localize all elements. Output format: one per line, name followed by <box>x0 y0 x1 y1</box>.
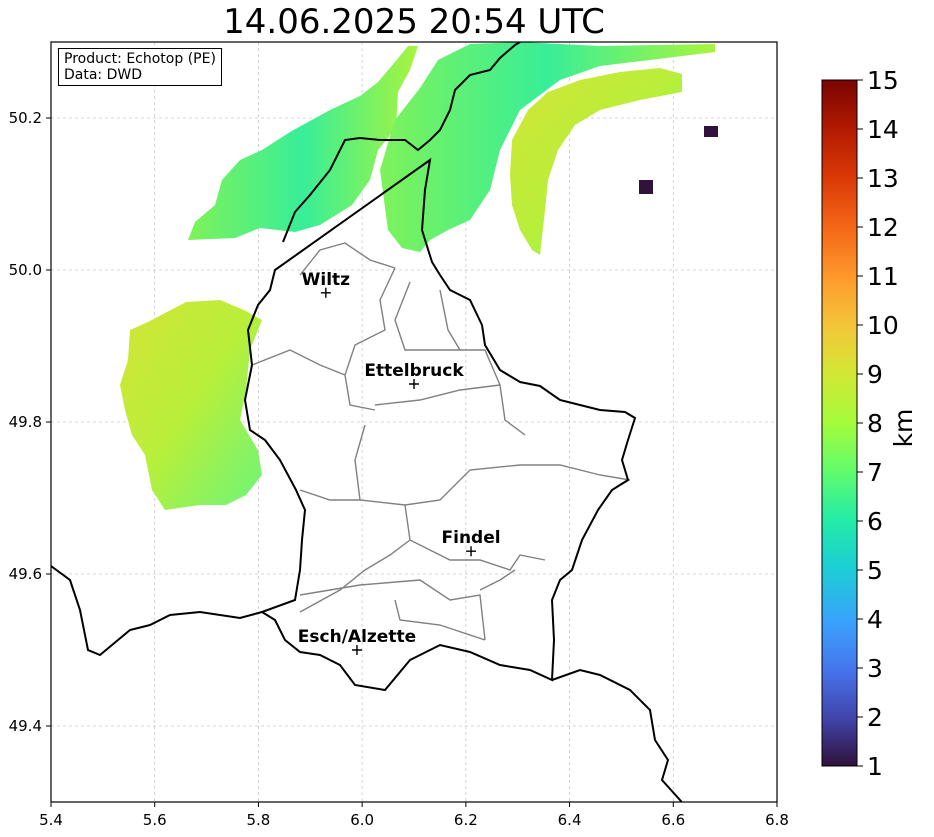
national-borders <box>51 42 683 802</box>
colorbar-tick-label: 3 <box>867 654 883 683</box>
colorbar-label: km <box>889 409 918 448</box>
border-south-west <box>51 565 263 657</box>
city-label: Findel <box>442 528 501 548</box>
info-box: Product: Echotop (PE) Data: DWD <box>58 48 222 86</box>
y-axis-ticks: 49.4 49.6 49.8 50.0 50.2 <box>9 109 51 735</box>
colorbar-tick-label: 15 <box>867 66 899 95</box>
x-tick-label: 5.8 <box>246 811 270 829</box>
x-tick-label: 6.2 <box>454 811 478 829</box>
city-label: Wiltz <box>302 270 351 290</box>
x-tick-label: 6.4 <box>558 811 582 829</box>
city-label: Esch/Alzette <box>298 627 416 647</box>
colorbar-tick-label: 13 <box>867 164 899 193</box>
colorbar-tick-label: 12 <box>867 213 899 242</box>
x-axis-ticks: 5.4 5.6 5.8 6.0 6.2 6.4 6.6 6.8 <box>39 802 789 829</box>
colorbar-tick-label: 11 <box>867 262 899 291</box>
city-marker <box>409 379 419 389</box>
echotop-cells <box>120 42 718 510</box>
city-marker <box>351 645 362 655</box>
y-tick-label: 49.8 <box>9 413 42 431</box>
colorbar-tick-label: 4 <box>867 605 883 634</box>
city-label: Ettelbruck <box>364 361 464 381</box>
x-tick-label: 6.8 <box>765 811 789 829</box>
colorbar-tick-label: 9 <box>867 360 883 389</box>
y-tick-label: 49.4 <box>9 717 42 735</box>
x-tick-label: 5.4 <box>39 811 63 829</box>
map-title: 14.06.2025 20:54 UTC <box>223 2 605 42</box>
y-tick-label: 49.6 <box>9 565 42 583</box>
colorbar-tick-label: 6 <box>867 507 883 536</box>
x-tick-label: 5.6 <box>143 811 167 829</box>
colorbar-tick-label: 14 <box>867 115 899 144</box>
echo-cell-north-west <box>188 46 418 240</box>
colorbar-tick-label: 1 <box>867 752 883 781</box>
colorbar-tick-label: 2 <box>867 703 883 732</box>
colorbar-tick-label: 7 <box>867 458 883 487</box>
echo-cell-north-east <box>510 68 682 255</box>
x-tick-label: 6.6 <box>661 811 685 829</box>
x-tick-label: 6.0 <box>350 811 374 829</box>
colorbar-tick-label: 5 <box>867 556 883 585</box>
product-label: Product: Echotop (PE) <box>64 51 216 67</box>
y-tick-label: 50.0 <box>9 261 42 279</box>
colorbar-tick-label: 10 <box>867 311 899 340</box>
city-marker <box>320 287 331 298</box>
y-tick-label: 50.2 <box>9 109 42 127</box>
city-marker <box>466 546 477 557</box>
echo-cell-north-center <box>380 42 715 252</box>
echo-pixel-dark-1 <box>639 180 653 194</box>
luxembourg-border <box>243 42 637 692</box>
data-source-label: Data: DWD <box>64 67 142 83</box>
colorbar-tick-label: 8 <box>867 409 883 438</box>
border-south-east <box>551 668 683 802</box>
echo-pixel-dark-2 <box>704 126 718 137</box>
canton-boundaries <box>251 242 631 641</box>
city-markers: Wiltz Ettelbruck Findel Esch/Alzette <box>298 270 501 655</box>
echo-cell-west <box>120 300 262 510</box>
colorbar <box>821 79 858 767</box>
